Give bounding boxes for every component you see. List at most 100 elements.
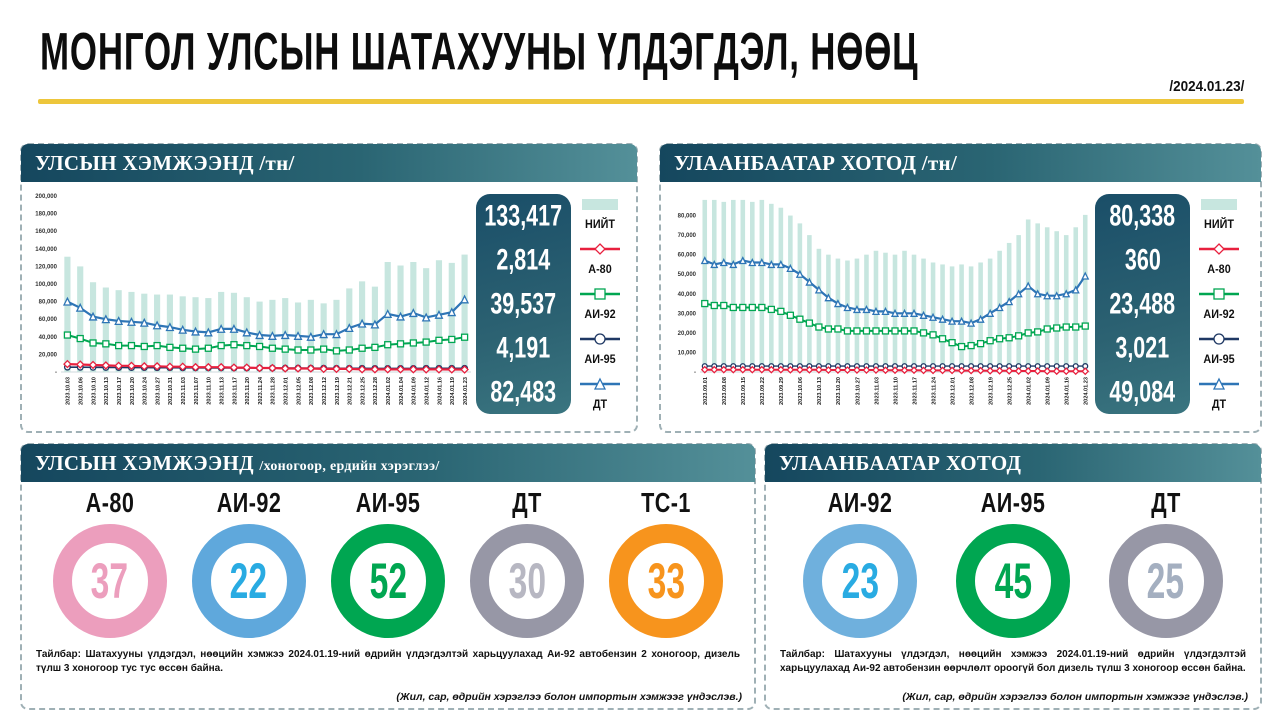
svg-text:2023.09.22: 2023.09.22 — [760, 377, 766, 405]
svg-text:2023.10.17: 2023.10.17 — [117, 377, 123, 405]
svg-text:2023.10.27: 2023.10.27 — [855, 377, 861, 405]
national-chart-row: 200,000 180,000 160,000 140,000 120,000 100,0… — [22, 182, 636, 430]
svg-text:20,000: 20,000 — [678, 331, 697, 337]
svg-text:2023.11.10: 2023.11.10 — [207, 377, 213, 405]
latest-value: 2,814 — [496, 242, 551, 277]
legend-item-АИ-92: АИ-92 — [1197, 286, 1241, 320]
square-marker-icon — [1199, 288, 1239, 300]
gauge-value: 22 — [230, 552, 268, 609]
svg-text:2023.10.13: 2023.10.13 — [817, 377, 823, 405]
svg-text:-: - — [694, 370, 696, 376]
gauge-ДТ: ДТ 30 — [470, 487, 585, 638]
svg-text:2023.12.01: 2023.12.01 — [950, 377, 956, 405]
source-national: (Жил, сар, өдрийн хэрэглээ болон импорты… — [396, 691, 742, 703]
svg-text:2024.01.16: 2024.01.16 — [437, 377, 443, 405]
square-marker-icon — [580, 288, 620, 300]
svg-text:2023.10.03: 2023.10.03 — [66, 377, 72, 405]
legend-item-А-80: А-80 — [578, 241, 622, 275]
latest-value: 4,191 — [496, 330, 551, 365]
gauge-value: 33 — [647, 552, 686, 609]
svg-text:180,000: 180,000 — [35, 212, 57, 218]
svg-text:60,000: 60,000 — [39, 317, 58, 323]
latest-value: 23,488 — [1109, 286, 1176, 321]
gauge-value: 37 — [90, 552, 129, 609]
panel-national-days: УЛСЫН ХЭМЖЭЭНД /хоногоор, ердийн хэрэглэ… — [20, 443, 756, 710]
svg-text:2023.11.03: 2023.11.03 — [874, 377, 880, 405]
svg-text:2023.09.29: 2023.09.29 — [779, 377, 785, 405]
latest-value: 82,483 — [490, 374, 557, 409]
line-АИ-92 — [63, 331, 469, 355]
gauge-label: АИ-95 — [355, 487, 421, 519]
triangle-marker-icon — [1199, 377, 1239, 390]
note-ulaanbaatar: Тайлбар: Шатахууны үлдэгдэл, нөөцийн хэм… — [780, 649, 1246, 674]
svg-text:50,000: 50,000 — [678, 272, 697, 278]
latest-values-national: 133,417 2,814 39,537 4,191 82,483 — [476, 194, 571, 414]
svg-text:2023.10.20: 2023.10.20 — [130, 377, 136, 405]
legend-label: ДТ — [592, 397, 608, 412]
svg-text:2023.12.05: 2023.12.05 — [296, 377, 302, 405]
legend-label: АИ-95 — [1203, 352, 1235, 367]
panel-title-national-days: УЛСЫН ХЭМЖЭЭНД /хоногоор, ердийн хэрэглэ… — [21, 444, 755, 482]
legend-item-НИЙТ: НИЙТ — [578, 196, 622, 230]
bar-marker-icon — [1201, 198, 1237, 210]
gauge-value: 30 — [508, 552, 546, 609]
gauge-ring: 52 — [330, 524, 445, 638]
triangle-marker-icon — [580, 377, 620, 390]
gauge-label: ДТ — [512, 487, 542, 519]
gauge-ring: 45 — [955, 524, 1070, 638]
panel-title-ulaanbaatar-stock: УЛААНБААТАР ХОТОД /тн/ — [660, 144, 1261, 182]
svg-text:2023.12.01: 2023.12.01 — [284, 377, 290, 405]
line-ДТ — [62, 294, 470, 341]
legend-label: А-80 — [1207, 261, 1231, 276]
page-title: МОНГОЛ УЛСЫН ШАТАХУУНЫ ҮЛДЭГДЭЛ, НӨӨЦ — [40, 22, 919, 81]
gauge-value: 23 — [841, 552, 880, 609]
svg-text:2023.12.08: 2023.12.08 — [309, 377, 315, 405]
latest-value: 133,417 — [484, 198, 563, 233]
gauge-ring: 25 — [1108, 524, 1223, 638]
panel-title-text: УЛААНБААТАР ХОТОД /тн/ — [674, 151, 958, 175]
panel-national-stock: УЛСЫН ХЭМЖЭЭНД /тн/ 200,000 180,000 160,00… — [20, 143, 638, 433]
legend-item-ДТ: ДТ — [578, 376, 622, 410]
svg-text:2023.11.10: 2023.11.10 — [893, 377, 899, 405]
gauge-label: АИ-92 — [828, 487, 893, 519]
gauge-ring: 30 — [470, 524, 585, 638]
panel-title-text: УЛААНБААТАР ХОТОД — [779, 451, 1022, 475]
gauge-АИ-92: АИ-92 22 — [191, 487, 306, 638]
svg-text:2024.01.19: 2024.01.19 — [450, 377, 456, 405]
gauge-label: ТС-1 — [641, 487, 692, 519]
gauge-А-80: А-80 37 — [52, 488, 167, 638]
legend-label: АИ-95 — [584, 352, 616, 367]
svg-text:100,000: 100,000 — [35, 282, 57, 288]
svg-text:2023.10.06: 2023.10.06 — [798, 377, 804, 405]
panel-ulaanbaatar-days: УЛААНБААТАР ХОТОД АИ-92 23 АИ-95 45 ДТ 25 Тай… — [764, 443, 1262, 710]
title-underline — [38, 99, 1244, 104]
svg-text:2023.11.07: 2023.11.07 — [194, 377, 200, 405]
latest-value: 80,338 — [1109, 198, 1176, 233]
legend-item-АИ-95: АИ-95 — [1197, 331, 1241, 365]
national-stock-chart: 200,000 180,000 160,000 140,000 120,000 100,0… — [35, 194, 471, 405]
svg-text:2023.12.28: 2023.12.28 — [373, 377, 379, 405]
svg-text:200,000: 200,000 — [35, 194, 57, 200]
svg-text:2024.01.16: 2024.01.16 — [1065, 377, 1071, 405]
svg-text:2023.12.25: 2023.12.25 — [360, 377, 366, 405]
legend-ulaanbaatar: НИЙТ А-80 АИ-92 АИ-95 ДТ — [1190, 190, 1248, 416]
svg-text:2023.10.27: 2023.10.27 — [155, 377, 161, 405]
note-national: Тайлбар: Шатахууны үлдэгдэл, нөөцийн хэм… — [36, 649, 740, 674]
svg-text:2024.01.12: 2024.01.12 — [424, 377, 430, 405]
line-А-80 — [700, 365, 1090, 376]
panel-title-national-stock: УЛСЫН ХЭМЖЭЭНД /тн/ — [21, 144, 637, 182]
svg-text:10,000: 10,000 — [678, 350, 697, 356]
legend-label: АИ-92 — [1203, 306, 1235, 321]
svg-text:30,000: 30,000 — [678, 311, 697, 317]
gauge-label: АИ-92 — [216, 487, 282, 519]
svg-text:2023.12.08: 2023.12.08 — [969, 377, 975, 405]
gauge-value: 25 — [1146, 552, 1185, 609]
svg-text:2023.12.21: 2023.12.21 — [348, 377, 354, 405]
gauge-value: 45 — [994, 552, 1032, 609]
legend-label: АИ-92 — [584, 306, 616, 321]
svg-text:2023.12.19: 2023.12.19 — [335, 377, 341, 405]
svg-text:2023.12.12: 2023.12.12 — [322, 377, 328, 405]
svg-text:2023.11.24: 2023.11.24 — [931, 376, 937, 405]
line-ДТ — [700, 256, 1090, 327]
svg-text:-: - — [55, 370, 57, 376]
